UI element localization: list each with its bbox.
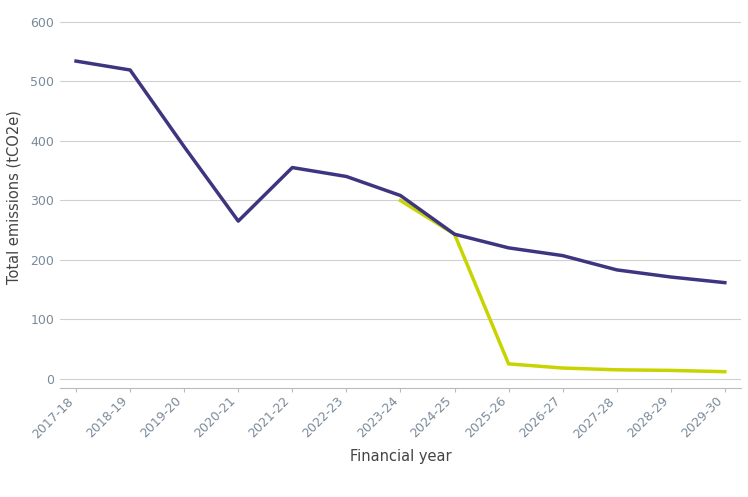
- Net zero: [558, 365, 567, 371]
- Business as usual: [234, 218, 243, 224]
- Line: Net zero: Net zero: [400, 200, 725, 372]
- Business as usual: [396, 192, 405, 198]
- Business as usual: [126, 67, 135, 73]
- Business as usual: [288, 165, 297, 170]
- Line: Business as usual: Business as usual: [76, 61, 725, 283]
- Business as usual: [342, 173, 351, 179]
- Business as usual: [720, 280, 729, 286]
- Business as usual: [504, 245, 513, 251]
- Net zero: [612, 367, 621, 373]
- X-axis label: Financial year: Financial year: [349, 449, 451, 464]
- Y-axis label: Total emissions (tCO2e): Total emissions (tCO2e): [7, 110, 22, 284]
- Net zero: [396, 197, 405, 203]
- Net zero: [504, 361, 513, 367]
- Business as usual: [612, 267, 621, 273]
- Net zero: [450, 231, 459, 237]
- Business as usual: [558, 252, 567, 258]
- Business as usual: [450, 231, 459, 237]
- Net zero: [666, 367, 675, 373]
- Business as usual: [666, 274, 675, 280]
- Business as usual: [72, 58, 81, 64]
- Net zero: [720, 369, 729, 375]
- Business as usual: [180, 144, 188, 150]
